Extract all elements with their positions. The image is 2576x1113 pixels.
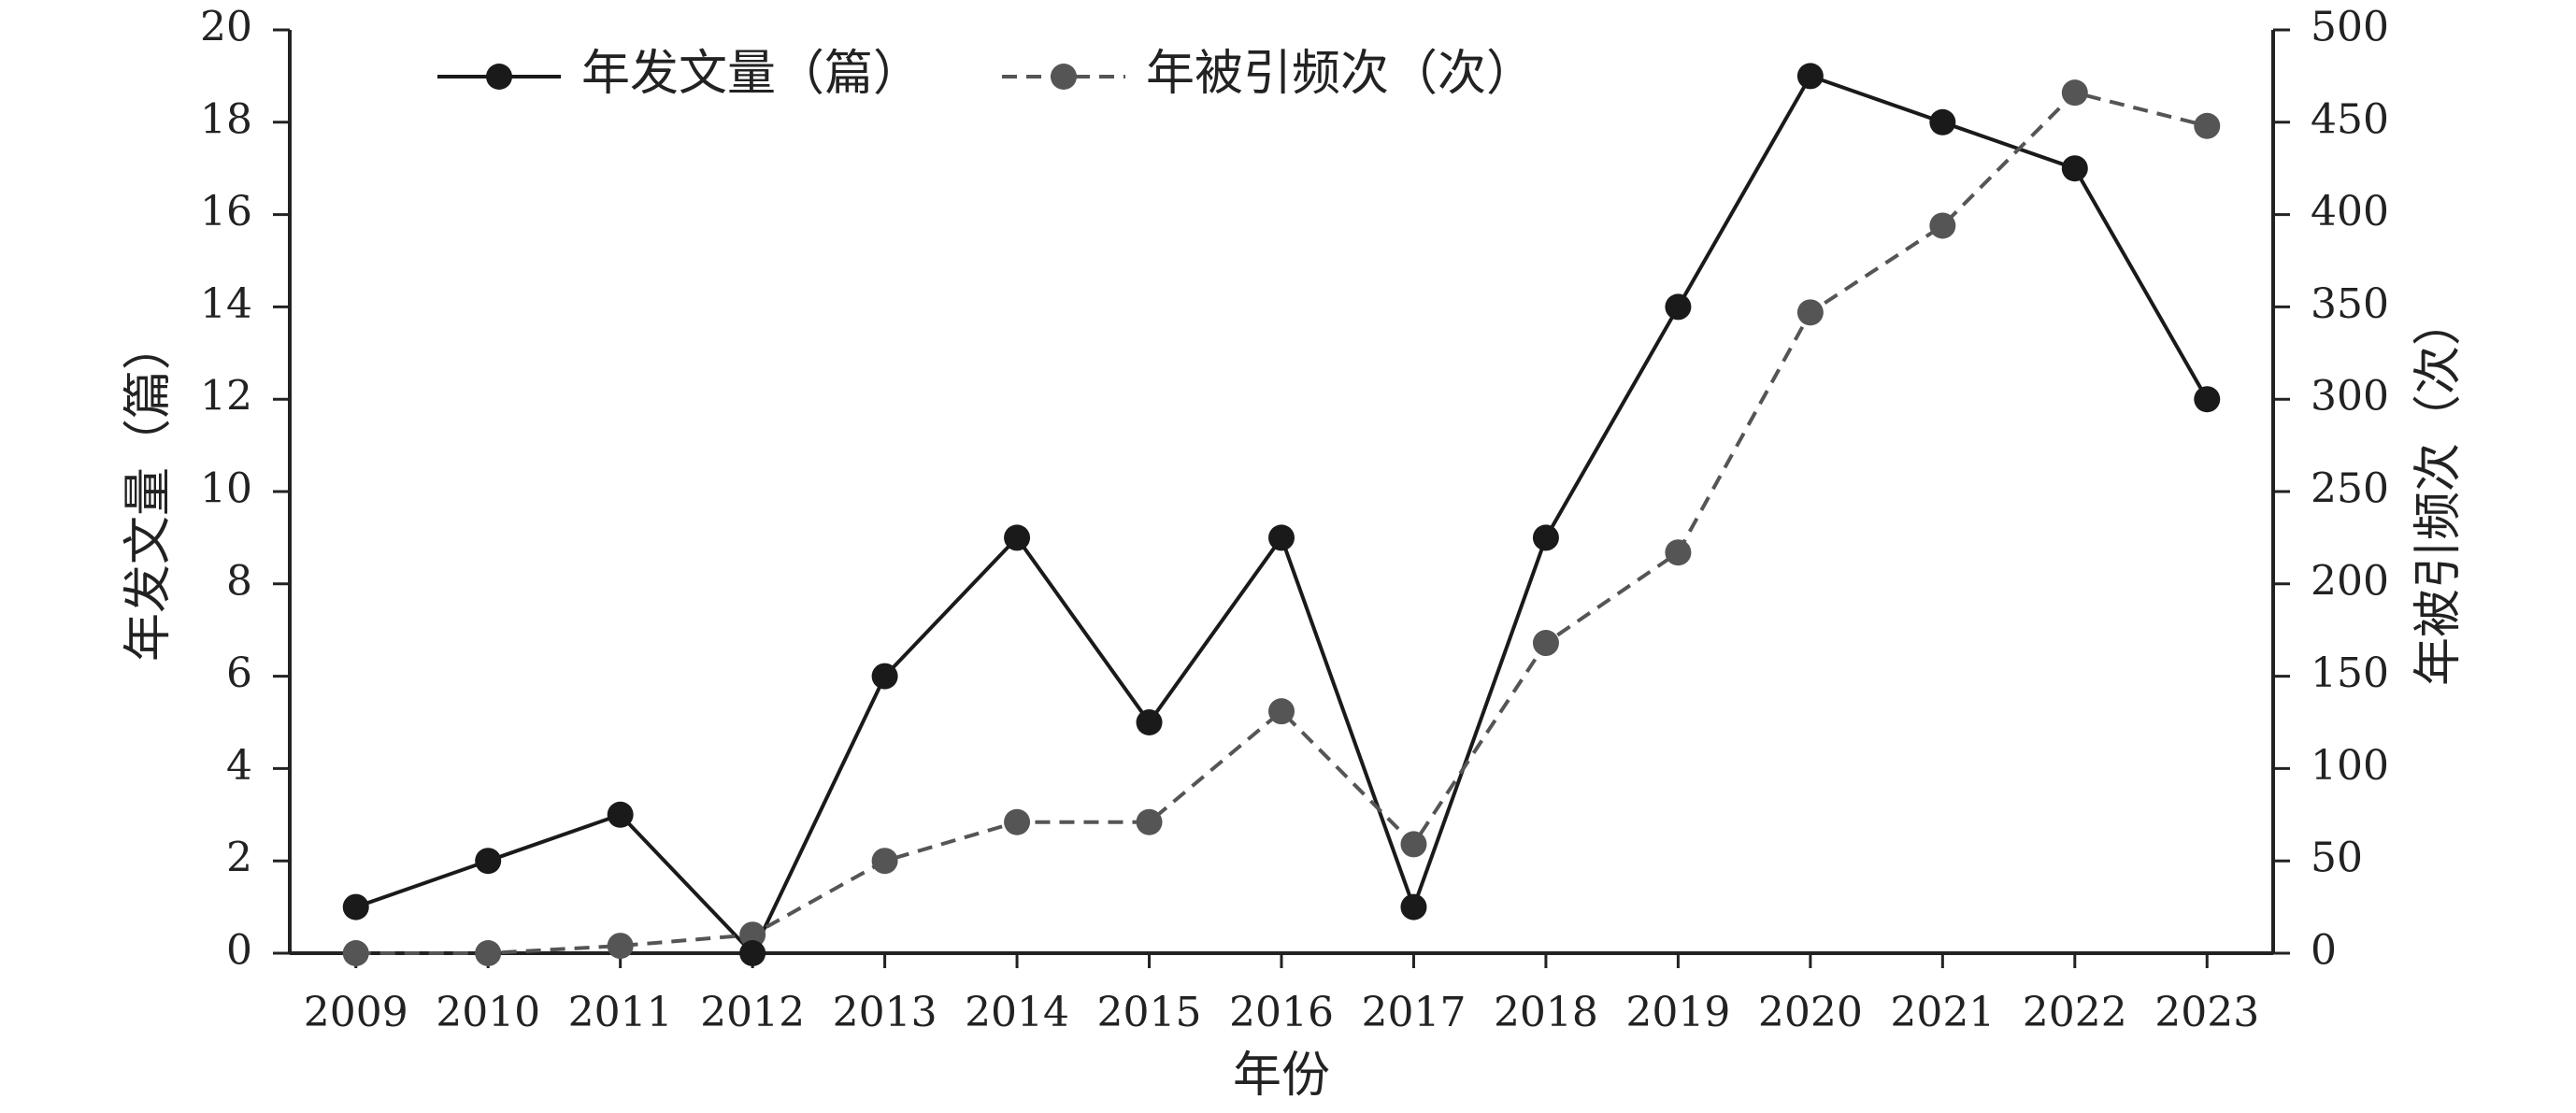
x-tick-label: 2017 (1361, 989, 1466, 1036)
series-0-point (1004, 524, 1031, 551)
x-tick-label: 2019 (1625, 989, 1730, 1036)
left-y-tick-label: 0 (226, 927, 252, 975)
legend-swatch-marker-citations (1051, 64, 1077, 90)
right-y-axis-title: 年被引频次（次） (2411, 297, 2467, 686)
series-lines-group (355, 73, 2210, 957)
series-0-point (739, 940, 766, 966)
series-0-point (1400, 893, 1427, 920)
series-0-point (2061, 155, 2088, 182)
legend-label-citations: 年被引频次（次） (1146, 46, 1535, 102)
left-y-tick-label: 16 (200, 188, 252, 235)
series-1-point (1136, 808, 1163, 835)
series-0-point (1268, 524, 1295, 551)
left-y-tick-label: 8 (226, 557, 252, 605)
series-0-point (1796, 63, 1824, 90)
x-tick-label: 2018 (1494, 989, 1598, 1036)
x-tick-label: 2022 (2023, 989, 2127, 1036)
right-y-tick-label: 300 (2311, 373, 2389, 421)
right-y-tick-label: 100 (2311, 742, 2389, 790)
right-y-tick-label: 200 (2311, 557, 2389, 605)
series-1-point (871, 848, 898, 875)
series-1-point (1929, 212, 1956, 239)
series-1-point (1532, 630, 1559, 657)
series-1-point (475, 940, 502, 966)
right-y-tick-label: 400 (2311, 188, 2389, 235)
left-y-tick-label: 2 (226, 835, 252, 882)
right-y-tick-label: 150 (2311, 649, 2389, 697)
x-tick-label: 2011 (568, 989, 673, 1036)
left-y-tick-label: 6 (226, 649, 252, 697)
left-y-tick-label: 14 (200, 280, 252, 328)
series-0-point (1929, 108, 1956, 136)
series-1-point (342, 940, 369, 966)
x-tick-label: 2020 (1758, 989, 1863, 1036)
x-tick-label: 2012 (700, 989, 805, 1036)
axes-group (288, 30, 2275, 955)
x-tick-label: 2013 (833, 989, 937, 1036)
left-y-tick-label: 20 (200, 4, 252, 51)
x-axis-title: 年份 (1233, 1048, 1330, 1104)
series-0-point (871, 663, 898, 690)
series-0-point (342, 893, 369, 920)
x-tick-label: 2015 (1097, 989, 1202, 1036)
right-y-tick-label: 350 (2311, 280, 2389, 328)
series-1-point (1796, 299, 1824, 326)
ticks-group: 0246810121416182005010015020025030035040… (200, 4, 2389, 1037)
series-0-point (1665, 293, 1692, 321)
series-0-point (607, 801, 634, 828)
series-0-point (1532, 524, 1559, 551)
left-y-tick-label: 12 (200, 373, 252, 421)
right-y-tick-label: 450 (2311, 95, 2389, 143)
left-y-axis-title: 年发文量（篇） (121, 321, 177, 662)
series-1-point (2194, 112, 2221, 139)
series-line-0 (355, 73, 2210, 957)
left-y-tick-label: 4 (226, 742, 252, 790)
right-y-tick-label: 500 (2311, 4, 2389, 51)
legend-swatch-marker-articles (486, 64, 512, 90)
x-tick-label: 2023 (2154, 989, 2259, 1036)
series-1-point (607, 933, 634, 960)
x-tick-label: 2010 (436, 989, 540, 1036)
right-y-tick-label: 250 (2311, 465, 2389, 513)
left-y-tick-label: 18 (200, 95, 252, 143)
series-1-point (739, 921, 766, 949)
x-tick-label: 2014 (965, 989, 1069, 1036)
series-1-point (1400, 831, 1427, 858)
series-1-point (1004, 808, 1031, 835)
x-tick-label: 2009 (304, 989, 408, 1036)
series-line-1 (355, 90, 2208, 955)
series-0-point (2194, 386, 2221, 413)
left-y-tick-label: 10 (200, 465, 252, 513)
series-0-point (1136, 709, 1163, 735)
x-tick-label: 2021 (1890, 989, 1995, 1036)
legend-label-articles: 年发文量（篇） (581, 46, 922, 102)
right-y-tick-label: 50 (2311, 835, 2363, 882)
series-0-point (475, 848, 502, 875)
series-1-point (1665, 539, 1692, 566)
series-1-point (1268, 698, 1295, 725)
legend: 年发文量（篇） 年被引频次（次） (437, 46, 1535, 102)
x-tick-label: 2016 (1229, 989, 1334, 1036)
series-1-point (2061, 79, 2088, 107)
points-group (342, 63, 2221, 966)
right-y-tick-label: 0 (2311, 927, 2337, 975)
